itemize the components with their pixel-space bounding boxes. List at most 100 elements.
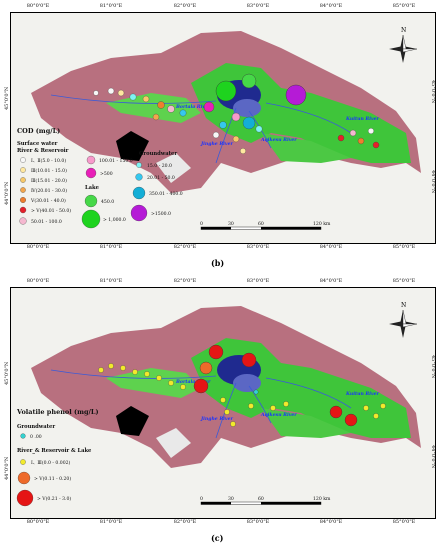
river-label-jinghe: Jinghe River	[200, 416, 233, 422]
svg-text:120 km: 120 km	[313, 496, 331, 502]
svg-text:> 1,000.0: > 1,000.0	[103, 217, 126, 223]
svg-text:450.0: 450.0	[101, 199, 114, 205]
river-label-aqikesu: Aqikesu River	[260, 137, 297, 143]
north-arrow-icon: N	[389, 302, 418, 338]
river-label-bortala: Bortala River	[175, 104, 211, 110]
lon-tick: 85°0'0"E	[392, 519, 416, 525]
svg-text:Ⅰ、Ⅲ(0.0 - 0.002): Ⅰ、Ⅲ(0.0 - 0.002)	[31, 459, 71, 466]
lon-tick: 84°0'0"E	[319, 519, 343, 525]
svg-text:100.01 - 150.0: 100.01 - 150.0	[99, 158, 133, 164]
north-label: N	[401, 27, 406, 34]
lat-tick: 44°0'0"N	[4, 456, 10, 480]
green-vegetation	[106, 93, 201, 123]
legend-mid: 100.01 - 150.0 >500 Lake 450.0 > 1,000.0	[81, 155, 133, 229]
lon-tick: 84°0'0"E	[319, 244, 343, 250]
lat-tick: 45°0'0"N	[4, 86, 10, 110]
snow-patch	[156, 153, 191, 183]
snow-patch	[156, 428, 191, 458]
svg-text:Ⅴ(30.01 - 40.0): Ⅴ(30.01 - 40.0)	[30, 197, 66, 204]
svg-text:0: 0	[200, 221, 203, 227]
lat-tick: 44°0'0"N	[430, 445, 436, 469]
sample-points-c	[98, 344, 386, 427]
lat-tick: 45°0'0"N	[430, 355, 436, 379]
north-label: N	[401, 302, 406, 309]
svg-text:>1500.0: >1500.0	[151, 211, 171, 217]
river-reservoir-lake-title: River_& Reservoir & Lake	[17, 448, 92, 454]
lon-tick: 83°0'0"E	[246, 519, 270, 525]
legend-groundwater: 0 .00	[20, 433, 42, 440]
panel-b: 80°0'0"E 81°0'0"E 82°0'0"E 83°0'0"E 84°0…	[4, 3, 436, 268]
lon-tick: 81°0'0"E	[99, 519, 123, 525]
lon-tick: 84°0'0"E	[319, 3, 343, 9]
svg-text:> Ⅴ(40.01 - 50.0): > Ⅴ(40.01 - 50.0)	[31, 207, 71, 214]
svg-text:60: 60	[258, 496, 264, 502]
panel-label-b: (b)	[211, 258, 225, 268]
svg-text:Ⅲ(10.01 - 15.0): Ⅲ(10.01 - 15.0)	[31, 167, 67, 174]
lon-tick: 80°0'0"E	[26, 278, 50, 284]
lon-tick: 81°0'0"E	[99, 244, 123, 250]
svg-text:> Ⅴ(0.11 - 0.20): > Ⅴ(0.11 - 0.20)	[34, 475, 71, 482]
river-label-aqikesu: Aqikesu River	[260, 412, 297, 418]
river-label-kuitun: Kuitun River	[345, 391, 380, 397]
lat-tick: 44°0'0"N	[4, 181, 10, 205]
svg-text:Groundwater: Groundwater	[139, 151, 177, 157]
map-canvas-b: Bortala River Jinghe River Aqikesu River…	[17, 27, 421, 230]
svg-text:30: 30	[228, 496, 234, 502]
lon-tick: 84°0'0"E	[319, 278, 343, 284]
lon-tick: 85°0'0"E	[392, 244, 416, 250]
lon-tick: 80°0'0"E	[26, 3, 50, 9]
scale-bar: 0 30 60 120 km	[200, 221, 331, 230]
map-frame: Bortala River Jinghe River Aqikesu River…	[10, 287, 436, 519]
panel-c: 80°0'0"E 81°0'0"E 82°0'0"E 83°0'0"E 84°0…	[0, 275, 444, 550]
lon-tick: 83°0'0"E	[246, 278, 270, 284]
lon-tick: 85°0'0"E	[392, 278, 416, 284]
river-label-kuitun: Kuitun River	[345, 116, 380, 122]
legend-surface: Ⅰ、Ⅱ(5.0 - 10.0) Ⅲ(10.01 - 15.0) Ⅲ(15.01 …	[19, 157, 71, 225]
lake-title: Lake	[85, 185, 100, 191]
lon-tick: 80°0'0"E	[26, 244, 50, 250]
legend-title: COD (mg/L)	[17, 127, 60, 135]
svg-text:0 .00: 0 .00	[30, 434, 42, 440]
lon-tick: 81°0'0"E	[99, 278, 123, 284]
black-area	[116, 131, 149, 161]
green-vegetation	[261, 408, 351, 438]
river-label-bortala: Bortala River	[175, 379, 211, 385]
surface-water-sub: River & Reservoir	[17, 148, 69, 154]
panel-label-c: (c)	[211, 533, 224, 543]
lake-shore	[233, 99, 261, 117]
svg-text:30: 30	[228, 221, 234, 227]
svg-text:>500: >500	[100, 171, 113, 177]
lon-tick: 82°0'0"E	[173, 519, 197, 525]
lat-tick: 45°0'0"N	[430, 80, 436, 104]
svg-text:120 km: 120 km	[313, 221, 331, 227]
svg-text:15.0 - 20.0: 15.0 - 20.0	[147, 163, 172, 169]
map-canvas-c: Bortala River Jinghe River Aqikesu River…	[16, 302, 421, 507]
lon-tick: 83°0'0"E	[246, 244, 270, 250]
black-area	[116, 406, 149, 436]
lon-tick: 82°0'0"E	[173, 278, 197, 284]
north-arrow-icon: N	[389, 27, 418, 63]
sample-points-b	[93, 73, 380, 154]
lat-tick: 44°0'0"N	[430, 170, 436, 194]
svg-text:50.01 - 100.0: 50.01 - 100.0	[31, 219, 62, 225]
lon-tick: 82°0'0"E	[173, 3, 197, 9]
lake-shore	[233, 374, 261, 392]
lon-tick: 81°0'0"E	[99, 3, 123, 9]
groundwater-title: Groundwater	[17, 424, 55, 430]
river-label-jinghe: Jinghe River	[200, 141, 233, 147]
svg-text:20.01 - 50.0: 20.01 - 50.0	[147, 175, 175, 181]
surface-water-title: Surface water	[17, 141, 58, 147]
legend-river: Ⅰ、Ⅲ(0.0 - 0.002) > Ⅴ(0.11 - 0.20) > Ⅴ(0.…	[16, 459, 71, 507]
svg-text:60: 60	[258, 221, 264, 227]
legend-title: Volatile phenol (mg/L)	[16, 408, 99, 416]
lon-tick: 85°0'0"E	[392, 3, 416, 9]
green-vegetation	[261, 133, 351, 163]
svg-text:Ⅲ(15.01 - 20.0): Ⅲ(15.01 - 20.0)	[31, 177, 67, 184]
map-frame: Bortala River Jinghe River Aqikesu River…	[10, 12, 436, 244]
svg-text:Ⅳ(20.01 - 30.0): Ⅳ(20.01 - 30.0)	[31, 187, 67, 194]
lon-tick: 80°0'0"E	[26, 519, 50, 525]
lat-tick: 45°0'0"N	[4, 361, 10, 385]
green-vegetation	[106, 368, 201, 398]
svg-text:350.01 - 400.0: 350.01 - 400.0	[149, 191, 183, 197]
lon-tick: 82°0'0"E	[173, 244, 197, 250]
